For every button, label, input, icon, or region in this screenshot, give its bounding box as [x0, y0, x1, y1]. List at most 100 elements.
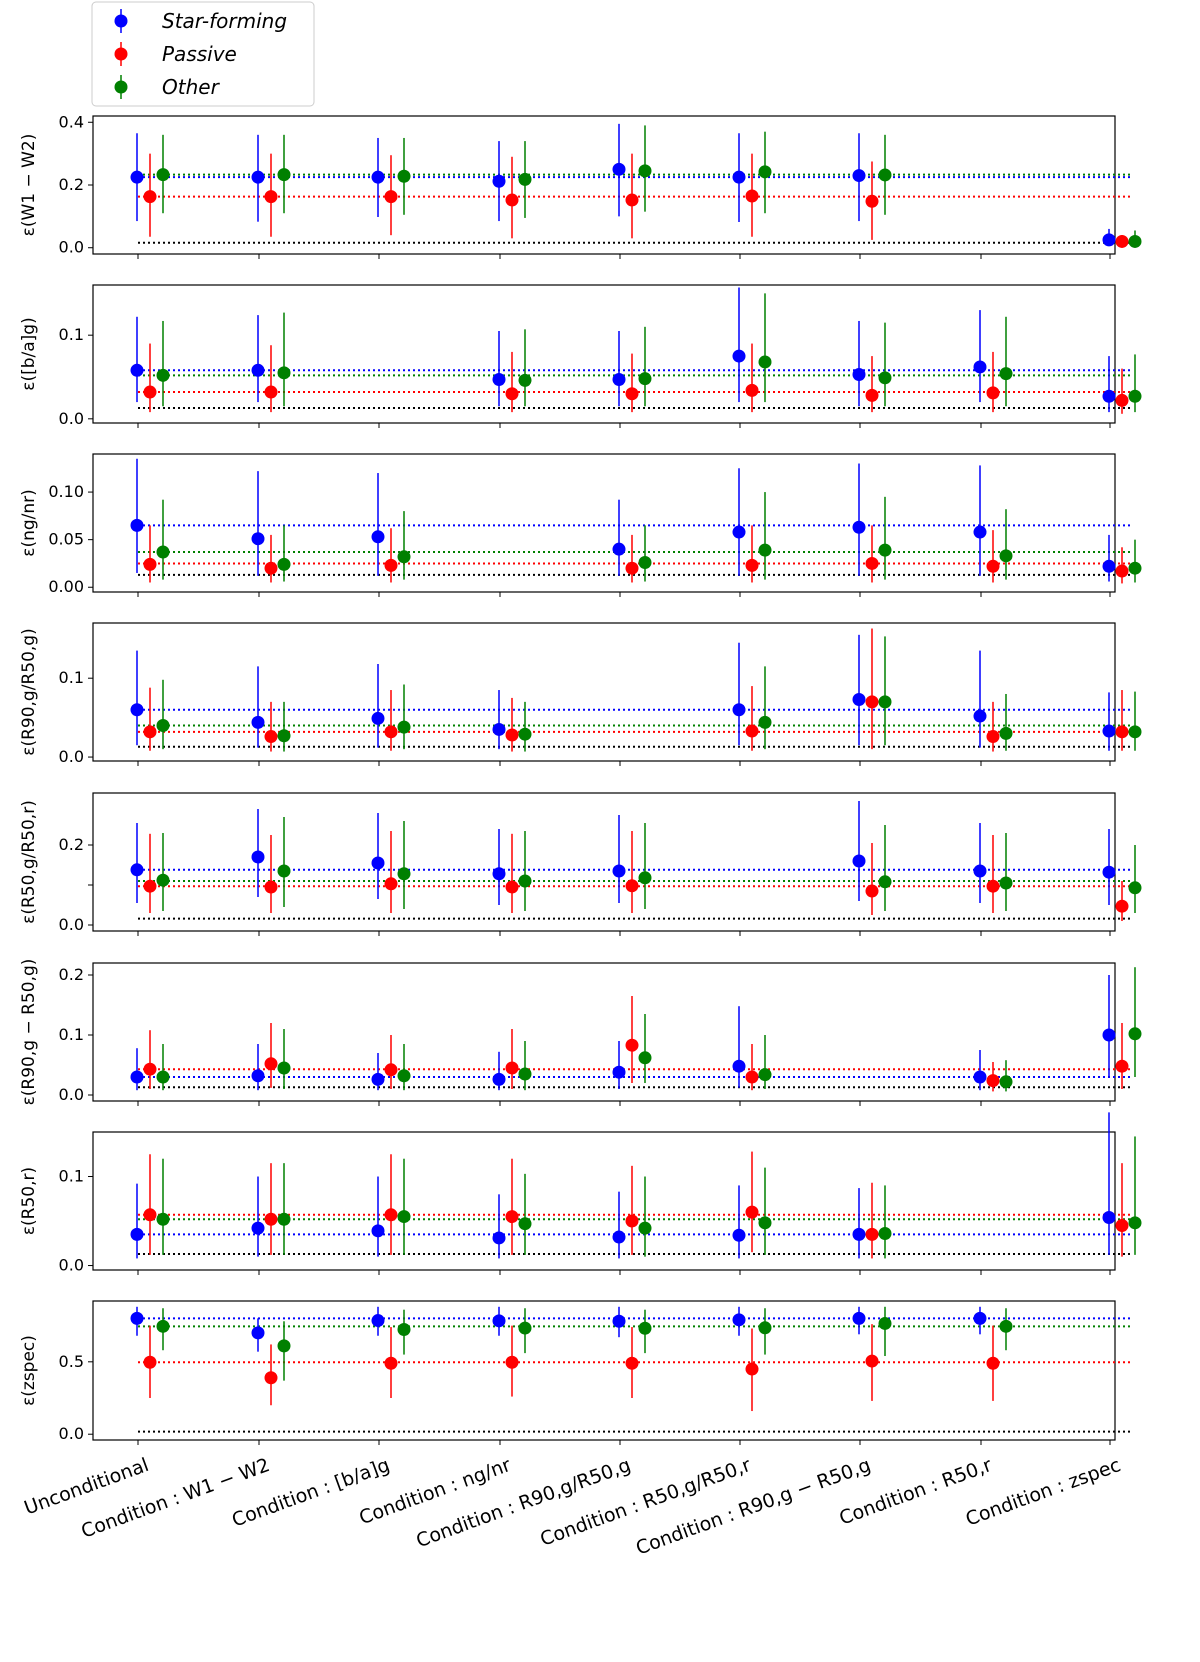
point-passive: [505, 193, 519, 207]
y-axis-label: ε(zspec): [19, 1335, 39, 1406]
y-tick-label: 0.05: [48, 530, 84, 549]
y-tick-label: 0.4: [59, 112, 84, 131]
point-passive: [143, 190, 157, 204]
y-axis-label: ε(W1 − W2): [19, 134, 39, 237]
point-other: [1128, 234, 1142, 248]
point-other: [156, 168, 170, 182]
point-other: [156, 719, 170, 733]
point-star-forming: [492, 722, 506, 736]
point-other: [999, 726, 1013, 740]
y-tick-label: 0.1: [59, 668, 84, 687]
point-passive: [505, 1355, 519, 1369]
point-other: [999, 876, 1013, 890]
legend-entry-passive: Passive: [114, 42, 237, 66]
point-star-forming: [732, 525, 746, 539]
point-passive: [986, 1074, 1000, 1088]
point-other: [518, 1217, 532, 1231]
y-axis-label: ε([b/a]g): [19, 317, 39, 390]
point-other: [277, 168, 291, 182]
point-other: [758, 1321, 772, 1335]
point-other: [638, 372, 652, 386]
point-star-forming: [130, 703, 144, 717]
point-star-forming: [251, 850, 265, 864]
legend-label: Other: [162, 75, 221, 99]
panel-6: 0.0 0.1 0.2 ε(R90,g − R50,g): [19, 959, 1142, 1106]
point-star-forming: [130, 1311, 144, 1325]
point-star-forming: [130, 1227, 144, 1241]
point-other: [1128, 561, 1142, 575]
point-passive: [986, 879, 1000, 893]
point-other: [638, 871, 652, 885]
point-other: [397, 1210, 411, 1224]
point-other: [638, 1051, 652, 1065]
legend-entry-other: Other: [114, 75, 221, 99]
point-star-forming: [1102, 1028, 1116, 1042]
legend-marker: [114, 14, 128, 28]
point-star-forming: [1102, 865, 1116, 879]
point-other: [397, 867, 411, 881]
point-other: [518, 373, 532, 387]
point-passive: [865, 695, 879, 709]
point-star-forming: [371, 856, 385, 870]
point-star-forming: [612, 1230, 626, 1244]
y-axis-label: ε(R50,g/R50,r): [19, 800, 39, 924]
point-star-forming: [612, 542, 626, 556]
point-passive: [505, 1210, 519, 1224]
point-other: [1128, 1216, 1142, 1230]
x-category-label: Condition : R90,g/R50,g: [413, 1454, 633, 1552]
point-star-forming: [732, 1059, 746, 1073]
panel-1: 0.0 0.2 0.4 ε(W1 − W2): [19, 112, 1142, 259]
point-other: [999, 1319, 1013, 1333]
point-other: [1128, 1027, 1142, 1041]
point-star-forming: [612, 162, 626, 176]
point-star-forming: [371, 1314, 385, 1328]
point-passive: [264, 1057, 278, 1071]
point-passive: [625, 1038, 639, 1052]
point-star-forming: [251, 715, 265, 729]
point-star-forming: [371, 1224, 385, 1238]
point-other: [999, 367, 1013, 381]
legend: Star-forming Passive Other: [91, 1, 315, 107]
panel-frame: [92, 453, 1116, 593]
point-passive: [143, 879, 157, 893]
point-passive: [384, 725, 398, 739]
point-passive: [865, 884, 879, 898]
point-other: [277, 1212, 291, 1226]
point-other: [397, 1323, 411, 1337]
point-other: [156, 545, 170, 559]
point-passive: [264, 880, 278, 894]
point-star-forming: [371, 530, 385, 544]
y-tick-label: 0.5: [59, 1352, 84, 1371]
panel-frame: [92, 115, 1116, 255]
point-star-forming: [492, 1314, 506, 1328]
point-passive: [264, 385, 278, 399]
point-other: [277, 366, 291, 380]
panel-frame: [92, 792, 1116, 932]
point-star-forming: [371, 1072, 385, 1086]
y-tick-label: 0.0: [59, 915, 84, 934]
point-passive: [264, 190, 278, 204]
point-passive: [264, 730, 278, 744]
point-star-forming: [1102, 233, 1116, 247]
point-other: [397, 169, 411, 183]
point-passive: [625, 387, 639, 401]
legend-marker: [114, 47, 128, 61]
point-other: [638, 164, 652, 178]
point-passive: [505, 1061, 519, 1075]
point-passive: [1115, 725, 1129, 739]
point-star-forming: [492, 373, 506, 387]
y-tick-label: 0.0: [59, 1085, 84, 1104]
y-tick-label: 0.1: [59, 1025, 84, 1044]
legend-label: Passive: [162, 42, 237, 66]
point-other: [518, 727, 532, 741]
point-other: [1128, 725, 1142, 739]
point-star-forming: [852, 367, 866, 381]
point-other: [1128, 389, 1142, 403]
point-star-forming: [612, 1065, 626, 1079]
point-passive: [143, 725, 157, 739]
point-star-forming: [130, 518, 144, 532]
point-other: [758, 165, 772, 179]
point-other: [518, 1067, 532, 1081]
